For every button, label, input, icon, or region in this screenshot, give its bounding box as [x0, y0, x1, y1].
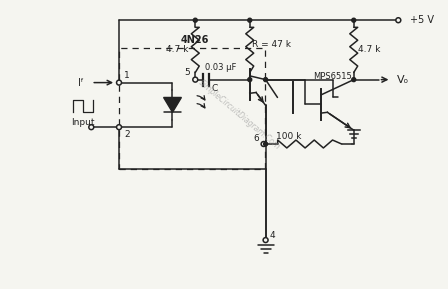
- Text: MPS6515: MPS6515: [314, 72, 352, 81]
- Text: 0.03 μF: 0.03 μF: [205, 63, 236, 72]
- Circle shape: [248, 18, 252, 22]
- Text: 4.7 k: 4.7 k: [166, 45, 189, 54]
- Text: C: C: [212, 84, 218, 93]
- Polygon shape: [164, 97, 181, 112]
- Circle shape: [116, 125, 121, 130]
- Text: Vₒ: Vₒ: [397, 75, 409, 85]
- Circle shape: [263, 142, 267, 146]
- Text: 100 k: 100 k: [276, 131, 301, 140]
- Text: 2: 2: [124, 129, 130, 139]
- Text: Input: Input: [72, 118, 95, 127]
- Text: +5 V: +5 V: [410, 15, 434, 25]
- Text: 5: 5: [185, 68, 190, 77]
- Text: R = 47 k: R = 47 k: [252, 40, 291, 49]
- Circle shape: [352, 18, 356, 22]
- Circle shape: [396, 18, 401, 23]
- Circle shape: [193, 77, 198, 82]
- Circle shape: [116, 80, 121, 85]
- Text: 4: 4: [270, 231, 276, 240]
- Text: 1: 1: [124, 71, 130, 80]
- Circle shape: [261, 142, 266, 147]
- Circle shape: [352, 78, 356, 81]
- Circle shape: [248, 78, 252, 81]
- Circle shape: [193, 18, 197, 22]
- Circle shape: [263, 78, 267, 81]
- Circle shape: [89, 125, 94, 130]
- Text: 6: 6: [254, 134, 259, 142]
- Circle shape: [263, 238, 268, 242]
- Text: Iᶠ: Iᶠ: [78, 78, 83, 88]
- Text: 4N26: 4N26: [181, 35, 210, 45]
- Text: SimpleCircuitDiagram.Com: SimpleCircuitDiagram.Com: [198, 78, 282, 151]
- Text: 4.7 k: 4.7 k: [358, 45, 381, 54]
